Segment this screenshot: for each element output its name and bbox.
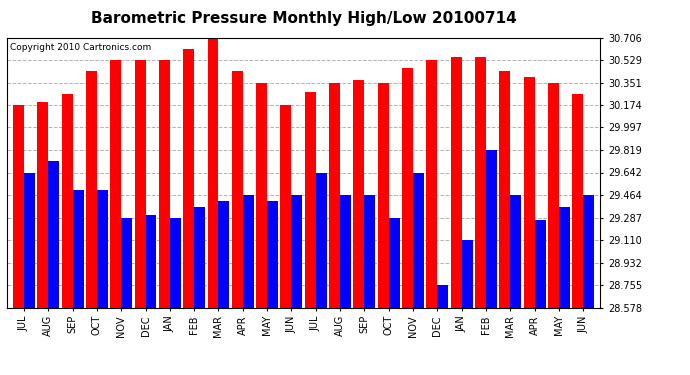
Bar [13, 105, 24, 308]
Bar [437, 285, 448, 308]
Bar [500, 71, 511, 308]
Text: Copyright 2010 Cartronics.com: Copyright 2010 Cartronics.com [10, 43, 151, 52]
Bar [194, 207, 205, 308]
Bar [184, 49, 194, 308]
Bar [462, 240, 473, 308]
Bar [413, 172, 424, 308]
Bar [159, 60, 170, 308]
Bar [110, 60, 121, 308]
Bar [48, 161, 59, 308]
Bar [426, 60, 437, 308]
Text: Barometric Pressure Monthly High/Low 20100714: Barometric Pressure Monthly High/Low 201… [90, 11, 517, 26]
Bar [486, 150, 497, 308]
Bar [208, 38, 219, 308]
Bar [583, 195, 594, 308]
Bar [402, 69, 413, 308]
Bar [388, 217, 400, 308]
Bar [524, 77, 535, 308]
Bar [329, 82, 340, 308]
Bar [267, 201, 278, 308]
Bar [511, 195, 521, 308]
Bar [572, 94, 583, 308]
Bar [170, 217, 181, 308]
Bar [535, 220, 546, 308]
Bar [340, 195, 351, 308]
Bar [548, 82, 559, 308]
Bar [37, 102, 48, 308]
Bar [219, 201, 229, 308]
Bar [353, 80, 364, 308]
Bar [135, 60, 146, 308]
Bar [559, 207, 570, 308]
Bar [24, 172, 35, 308]
Bar [61, 94, 72, 308]
Bar [291, 195, 302, 308]
Bar [281, 105, 291, 308]
Bar [86, 71, 97, 308]
Bar [232, 71, 243, 308]
Bar [72, 189, 83, 308]
Bar [475, 57, 486, 308]
Bar [364, 195, 375, 308]
Bar [316, 172, 326, 308]
Bar [97, 189, 108, 308]
Bar [256, 82, 267, 308]
Bar [146, 215, 157, 308]
Bar [451, 57, 462, 308]
Bar [121, 217, 132, 308]
Bar [305, 92, 316, 308]
Bar [378, 82, 388, 308]
Bar [243, 195, 254, 308]
